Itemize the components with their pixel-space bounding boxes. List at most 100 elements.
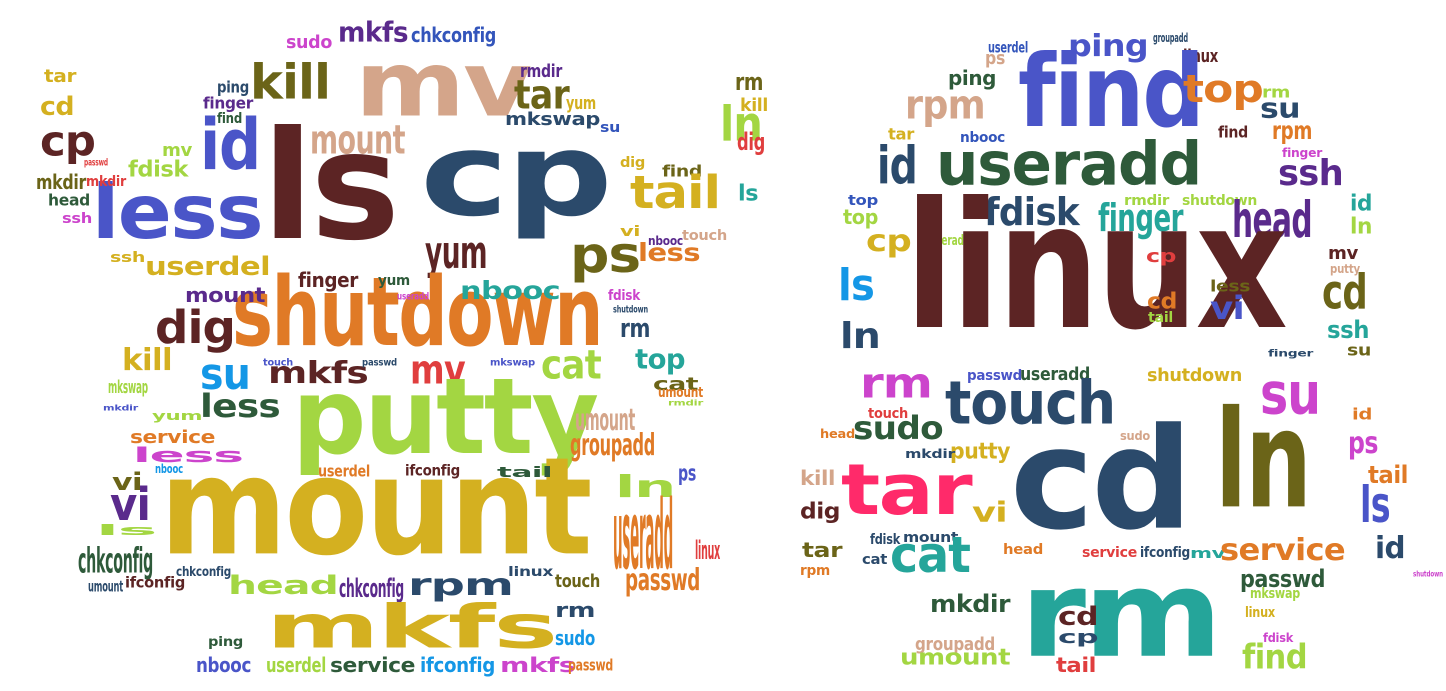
word-mount: mount xyxy=(310,116,406,164)
word-chkconfig: chkconfig xyxy=(78,539,153,581)
word-mkfs: mkfs xyxy=(268,355,369,391)
word-top: top xyxy=(843,205,878,229)
word-finger: finger xyxy=(1098,195,1184,241)
word-finger: finger xyxy=(298,268,358,292)
word-find: find xyxy=(1242,636,1308,677)
word-kill: kill xyxy=(250,53,331,110)
word-nbooc: nbooc xyxy=(155,461,183,476)
word-finger: finger xyxy=(1282,145,1322,160)
word-top: top xyxy=(848,191,878,209)
word-rpm: rpm xyxy=(800,561,830,579)
word-cat: cat xyxy=(653,373,699,395)
word-ping: ping xyxy=(208,633,243,650)
word-rpm: rpm xyxy=(1272,115,1312,145)
word-mkdir: mkdir xyxy=(905,446,955,461)
word-putty: putty xyxy=(1330,261,1360,276)
word-rm: rm xyxy=(620,312,650,344)
word-ps: ps xyxy=(985,47,1005,69)
word-useradd: useradd xyxy=(613,479,673,591)
word-top: top xyxy=(635,342,686,376)
word-rm: rm xyxy=(1020,544,1223,685)
word-linux: linux xyxy=(508,563,553,580)
word-touch: touch xyxy=(263,356,293,368)
word-rmdir: rmdir xyxy=(1124,191,1169,209)
word-cd: cd xyxy=(1010,397,1193,562)
word-rm: rm xyxy=(555,598,596,622)
word-mkswap: mkswap xyxy=(490,356,535,368)
word-ls: ls xyxy=(96,521,157,539)
word-rpm: rpm xyxy=(905,81,986,129)
word-mv: mv xyxy=(410,346,466,394)
word-vi: vi xyxy=(112,467,143,496)
word-service: service xyxy=(1082,543,1137,561)
word-mount: mount xyxy=(903,528,958,546)
word-id: id xyxy=(1375,530,1406,566)
word-sudo: sudo xyxy=(555,626,595,650)
word-finger: finger xyxy=(203,93,253,113)
word-tail: tail xyxy=(1056,653,1096,677)
word-yum: yum xyxy=(378,271,410,289)
word-kill: kill xyxy=(122,342,173,378)
word-cp: cp xyxy=(1058,626,1099,648)
word-touch: touch xyxy=(945,367,1116,438)
word-mkswap: mkswap xyxy=(1250,584,1300,602)
word-find: find xyxy=(1018,33,1205,150)
word-passwd: passwd xyxy=(1240,564,1325,593)
word-nbooc: nbooc xyxy=(196,653,251,677)
word-mkdir: mkdir xyxy=(36,170,86,194)
word-cat: cat xyxy=(862,550,887,568)
word-umount: umount xyxy=(900,644,1011,670)
word-id: id xyxy=(1350,190,1372,216)
word-useradd: useradd xyxy=(930,231,970,249)
word-touch: touch xyxy=(868,404,908,422)
word-mkdir: mkdir xyxy=(930,589,1011,618)
word-find: find xyxy=(662,161,702,181)
word-ln: ln xyxy=(720,95,763,152)
word-mv: mv xyxy=(162,139,192,161)
word-find: find xyxy=(1218,122,1248,142)
word-less: less xyxy=(133,443,244,467)
word-ifconfig: ifconfig xyxy=(405,461,460,480)
word-rmdir: rmdir xyxy=(668,398,703,408)
word-yum: yum xyxy=(566,92,596,114)
word-fdisk: fdisk xyxy=(608,286,640,304)
word-id: id xyxy=(200,103,261,186)
word-linux: linux xyxy=(1245,603,1275,621)
word-cat: cat xyxy=(890,525,971,584)
word-tail: tail xyxy=(630,165,721,219)
word-head: head xyxy=(1232,190,1313,249)
word-shutdown: shutdown xyxy=(1147,364,1242,386)
word-ln: ln xyxy=(615,469,676,505)
word-nbooc: nbooc xyxy=(960,128,1005,146)
word-chkconfig: chkconfig xyxy=(411,23,496,47)
word-tar: tar xyxy=(841,448,973,531)
word-mkfs: mkfs xyxy=(266,591,558,662)
word-service: service xyxy=(130,426,215,448)
word-passwd: passwd xyxy=(362,356,397,368)
word-chkconfig: chkconfig xyxy=(176,563,231,580)
word-head: head xyxy=(48,190,90,210)
word-userdel: userdel xyxy=(318,461,370,481)
word-su: su xyxy=(200,348,251,400)
word-ssh: ssh xyxy=(1327,315,1369,344)
word-nbooc: nbooc xyxy=(460,275,561,305)
word-linux: linux xyxy=(1183,45,1218,67)
word-tar: tar xyxy=(514,71,570,119)
word-kill: kill xyxy=(800,466,835,490)
word-ps: ps xyxy=(570,225,641,284)
word-useradd: useradd xyxy=(1020,363,1090,385)
word-passwd: passwd xyxy=(625,562,700,598)
word-mount: mount xyxy=(160,427,592,586)
word-dig: dig xyxy=(800,498,840,524)
word-putty: putty xyxy=(292,355,599,479)
word-service: service xyxy=(1220,532,1346,568)
word-ssh: ssh xyxy=(62,209,92,227)
word-head: head xyxy=(820,426,855,441)
word-find: find xyxy=(217,109,242,127)
word-groupadd: groupadd xyxy=(915,633,995,655)
word-mkdir: mkdir xyxy=(86,172,126,190)
word-tail: tail xyxy=(497,463,553,481)
word-dig: dig xyxy=(620,153,645,171)
word-ifconfig: ifconfig xyxy=(1140,543,1190,561)
